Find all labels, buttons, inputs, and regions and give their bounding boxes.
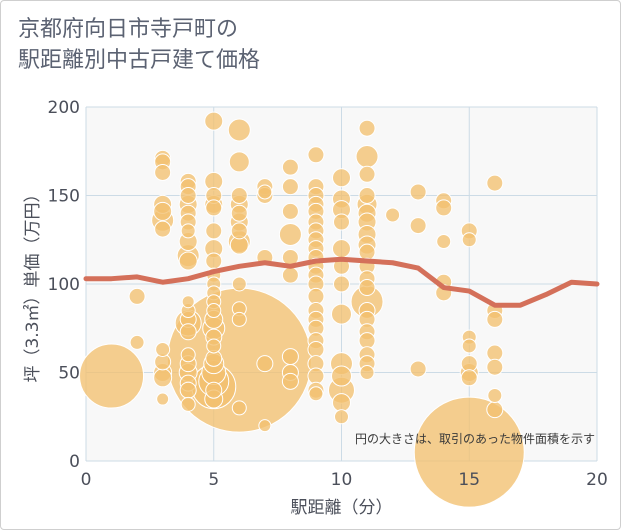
bubble-point bbox=[205, 222, 223, 240]
bubble-point bbox=[206, 338, 222, 354]
bubble-point bbox=[307, 146, 325, 164]
average-price-line bbox=[83, 256, 600, 308]
bubble-point bbox=[486, 358, 504, 376]
bubble-point bbox=[281, 202, 299, 220]
bubble-point bbox=[231, 311, 247, 327]
bubble-point bbox=[281, 266, 299, 284]
bubble-point bbox=[358, 243, 376, 261]
bubble-point bbox=[331, 365, 352, 387]
bubble-point bbox=[180, 347, 196, 363]
x-tick-label: 10 bbox=[331, 470, 353, 490]
bubble-point bbox=[358, 119, 376, 137]
bubble-point bbox=[204, 111, 224, 131]
bubble-point bbox=[358, 279, 376, 297]
bubble-point bbox=[231, 276, 247, 292]
bubble-point bbox=[307, 287, 325, 305]
y-tick-label: 50 bbox=[58, 364, 80, 384]
bubble-point bbox=[230, 187, 248, 204]
bubble-point bbox=[281, 372, 299, 390]
bubble-point bbox=[179, 187, 197, 204]
bubble-point bbox=[308, 386, 324, 402]
bubble-point bbox=[154, 163, 172, 181]
bubble-point bbox=[179, 381, 197, 399]
bubble-point bbox=[413, 396, 525, 508]
bubble-point bbox=[358, 187, 376, 204]
bubble-point bbox=[435, 199, 453, 217]
bubble-point bbox=[486, 174, 504, 192]
bubble-point bbox=[230, 204, 248, 222]
bubble-point bbox=[153, 201, 173, 221]
bubble-point bbox=[460, 355, 478, 373]
bubble-point bbox=[334, 409, 349, 425]
bubble-point bbox=[486, 310, 504, 328]
bubble-point bbox=[181, 295, 195, 309]
y-tick-label: 200 bbox=[48, 98, 80, 118]
bubble-point bbox=[258, 419, 272, 433]
y-axis-title: 坪（3.3㎡）単価（万円） bbox=[23, 185, 43, 382]
bubble-point bbox=[331, 303, 352, 325]
bubble-point bbox=[128, 287, 146, 305]
bubble-point bbox=[205, 252, 223, 270]
y-tick-label: 0 bbox=[69, 452, 80, 472]
bubble-point bbox=[355, 145, 379, 169]
bubble-point bbox=[358, 165, 376, 183]
bubble-point bbox=[180, 396, 196, 412]
bubble-point bbox=[205, 199, 223, 217]
bubble-point bbox=[486, 344, 504, 362]
x-tick-label: 5 bbox=[208, 470, 219, 490]
bubble-point bbox=[333, 213, 350, 231]
bubble-point bbox=[281, 158, 299, 176]
bubble-point bbox=[332, 168, 351, 188]
bubble-point bbox=[278, 222, 302, 246]
bubble-point bbox=[257, 184, 273, 200]
y-tick-label: 100 bbox=[48, 275, 80, 295]
bubble-point bbox=[307, 367, 325, 385]
x-tick-label: 20 bbox=[586, 470, 608, 490]
bubble-point bbox=[256, 355, 274, 373]
bubble-point bbox=[461, 338, 477, 354]
x-tick-label: 0 bbox=[81, 470, 92, 490]
bubble-point bbox=[486, 401, 504, 419]
bubble-point bbox=[178, 251, 198, 271]
bubble-point bbox=[231, 400, 247, 416]
bubble-point bbox=[180, 223, 196, 239]
chart-title: 京都府向日市寺戸町の 駅距離別中古戸建て価格 bbox=[18, 17, 261, 73]
bubble-point bbox=[460, 369, 478, 387]
bubble-point bbox=[228, 151, 250, 173]
bubble-point bbox=[409, 183, 427, 201]
bubble-point bbox=[487, 388, 503, 404]
bubble-point bbox=[129, 334, 145, 350]
bubble-point bbox=[206, 303, 222, 319]
bubble-point bbox=[461, 232, 477, 248]
x-axis-title: 駅距離（分） bbox=[291, 498, 393, 518]
bubble-point bbox=[409, 217, 427, 235]
y-tick-label: 150 bbox=[48, 187, 80, 207]
bubble-point bbox=[332, 393, 351, 413]
bubble-point bbox=[205, 381, 223, 399]
bubble-point bbox=[230, 222, 248, 240]
x-tick-label: 15 bbox=[458, 470, 480, 490]
bubble-point bbox=[227, 118, 251, 142]
bubble-point bbox=[156, 392, 170, 406]
bubble-layer bbox=[79, 111, 525, 508]
bubble-point bbox=[281, 178, 299, 196]
bubble-point bbox=[385, 207, 401, 223]
bubble-point bbox=[307, 340, 325, 358]
bubble-point bbox=[153, 368, 173, 388]
bubble-point bbox=[155, 341, 171, 357]
bubble-point bbox=[179, 323, 197, 341]
trend-layer bbox=[83, 256, 600, 308]
bubble-point bbox=[281, 348, 299, 366]
bubble-point bbox=[333, 275, 350, 293]
bubble-point bbox=[359, 365, 375, 380]
bubble-point bbox=[154, 220, 172, 238]
bubble-point bbox=[358, 332, 376, 350]
bubble-point bbox=[409, 360, 427, 378]
bubble-point bbox=[79, 343, 145, 409]
bubble-point bbox=[436, 234, 452, 250]
bubble-size-note: 円の大きさは、取引のあった物件面積を示す bbox=[355, 431, 595, 446]
bubble-point bbox=[332, 239, 351, 259]
